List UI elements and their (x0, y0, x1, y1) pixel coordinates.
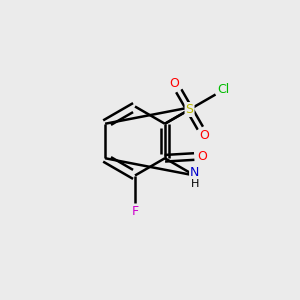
Text: O: O (197, 150, 207, 163)
Text: Cl: Cl (218, 83, 230, 96)
Text: H: H (190, 179, 199, 189)
Text: S: S (186, 103, 194, 116)
Text: O: O (169, 77, 179, 90)
Text: N: N (190, 166, 200, 179)
Text: F: F (131, 205, 139, 218)
Text: O: O (200, 129, 209, 142)
